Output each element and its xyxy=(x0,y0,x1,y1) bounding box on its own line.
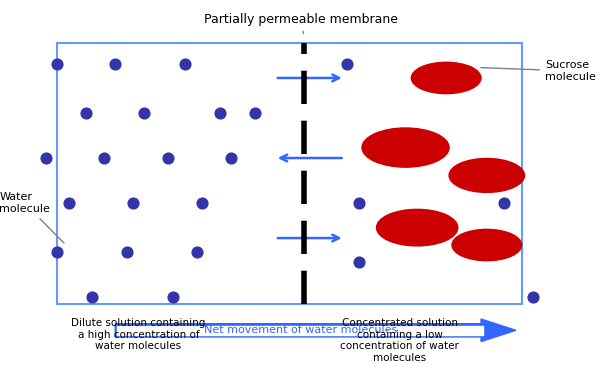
Point xyxy=(110,61,120,67)
Point xyxy=(168,294,178,300)
Point xyxy=(342,61,352,67)
Point xyxy=(122,249,132,255)
Text: Water
molecule: Water molecule xyxy=(0,192,64,243)
Point xyxy=(191,249,201,255)
Point xyxy=(128,200,138,206)
Point xyxy=(41,155,50,161)
Point xyxy=(64,200,74,206)
Point xyxy=(52,61,62,67)
Point xyxy=(198,200,207,206)
Text: Partially permeable membrane: Partially permeable membrane xyxy=(204,13,398,33)
Point xyxy=(250,110,259,116)
Point xyxy=(87,294,97,300)
Text: Concentrated solution
containing a low
concentration of water
molecules: Concentrated solution containing a low c… xyxy=(341,318,459,363)
Ellipse shape xyxy=(449,158,525,192)
Ellipse shape xyxy=(452,229,522,261)
Point xyxy=(139,110,149,116)
Point xyxy=(81,110,91,116)
FancyArrow shape xyxy=(115,319,516,342)
Bar xyxy=(57,43,522,304)
Point xyxy=(52,249,62,255)
Point xyxy=(355,200,364,206)
Ellipse shape xyxy=(411,62,481,94)
Text: Net movement of water molecules: Net movement of water molecules xyxy=(204,325,398,335)
Point xyxy=(180,61,190,67)
FancyArrow shape xyxy=(117,326,483,335)
Point xyxy=(227,155,236,161)
Point xyxy=(215,110,225,116)
Ellipse shape xyxy=(362,128,449,167)
Point xyxy=(528,294,538,300)
Text: Dilute solution containing
a high concentration of
water molecules: Dilute solution containing a high concen… xyxy=(72,318,205,352)
Point xyxy=(355,259,364,265)
Point xyxy=(99,155,108,161)
Ellipse shape xyxy=(376,209,458,246)
Text: Sucrose
molecule: Sucrose molecule xyxy=(481,60,596,82)
Point xyxy=(499,200,509,206)
Point xyxy=(162,155,172,161)
